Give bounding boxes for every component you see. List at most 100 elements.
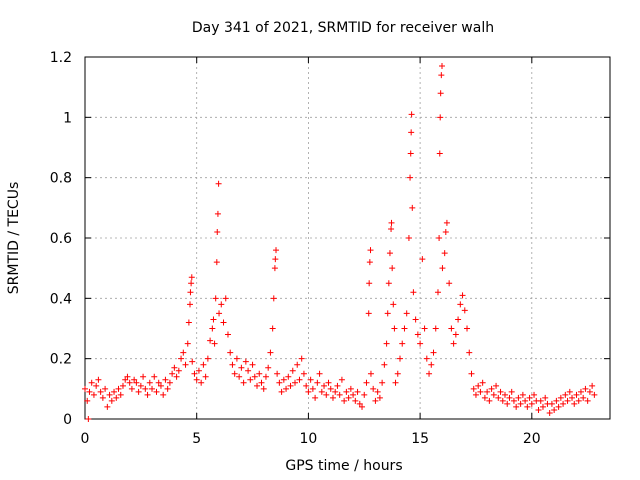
data-point [211, 340, 218, 347]
data-point [359, 403, 366, 410]
data-point [82, 385, 88, 392]
data-point [119, 382, 126, 389]
y-tick-label: 1.2 [50, 50, 72, 66]
data-point [104, 403, 111, 410]
data-point [85, 416, 92, 422]
data-point [312, 394, 319, 401]
data-point [374, 388, 381, 395]
data-point [316, 370, 323, 377]
data-point [117, 391, 124, 398]
data-point [135, 388, 142, 395]
data-point [283, 385, 290, 392]
data-point [287, 382, 294, 389]
data-point [446, 280, 453, 287]
data-point [432, 325, 439, 332]
data-point [298, 355, 305, 362]
data-point [584, 397, 591, 404]
data-point [149, 385, 156, 392]
data-point [189, 358, 196, 365]
data-point [153, 388, 160, 395]
data-point [439, 63, 445, 70]
data-point [412, 316, 419, 323]
data-point [499, 397, 506, 404]
data-point [407, 150, 414, 157]
data-point [557, 394, 564, 401]
data-point [182, 361, 189, 368]
data-point [213, 259, 220, 266]
data-point [265, 364, 272, 371]
data-point [495, 394, 502, 401]
data-point [193, 376, 200, 383]
data-point [195, 367, 202, 374]
data-point [278, 388, 285, 395]
data-point [366, 259, 373, 266]
data-point [392, 379, 399, 386]
data-point [553, 397, 560, 404]
axis-ticks [84, 56, 610, 420]
data-point [502, 391, 508, 398]
data-point [419, 256, 426, 263]
data-point [484, 388, 491, 395]
data-point [133, 379, 140, 386]
data-point [591, 391, 598, 398]
data-point [555, 403, 562, 410]
data-point [573, 391, 580, 398]
data-point [481, 394, 488, 401]
data-point [352, 397, 359, 404]
data-point [191, 370, 198, 377]
data-point [222, 295, 229, 302]
data-point [86, 388, 93, 395]
data-point [334, 382, 341, 389]
data-point [408, 129, 415, 136]
data-point [171, 364, 178, 371]
data-point [580, 394, 587, 401]
data-point [269, 325, 276, 332]
data-point [381, 361, 388, 368]
data-point [519, 391, 526, 398]
data-point [97, 388, 104, 395]
data-point [426, 370, 433, 377]
data-point [497, 388, 504, 395]
data-point [336, 391, 343, 398]
y-tick-label: 0.2 [50, 352, 72, 368]
data-point [224, 331, 231, 338]
data-point [513, 403, 520, 410]
data-point [160, 391, 167, 398]
data-point [506, 394, 513, 401]
data-point [137, 382, 144, 389]
data-point [410, 289, 417, 296]
data-point [571, 400, 578, 407]
x-tick-label: 5 [192, 431, 201, 447]
data-point [212, 295, 219, 302]
data-point [437, 114, 444, 121]
data-point [215, 180, 222, 187]
data-point [229, 361, 236, 368]
data-point [461, 307, 468, 314]
y-tick-label: 0 [63, 412, 72, 428]
data-point [245, 367, 252, 374]
data-point [270, 295, 277, 302]
y-tick-labels: 0 0.2 0.4 0.6 0.8 1 1.2 [50, 50, 72, 428]
data-point [384, 310, 391, 317]
data-point [113, 394, 120, 401]
data-point [539, 403, 546, 410]
data-point [399, 340, 406, 347]
data-point [276, 379, 283, 386]
data-point [548, 400, 555, 407]
data-point [95, 376, 102, 383]
data-point [537, 397, 544, 404]
data-point [204, 355, 211, 362]
data-point [551, 406, 558, 413]
y-tick-label: 0.4 [50, 291, 72, 307]
data-point [452, 331, 459, 338]
data-point [166, 379, 173, 386]
data-point [535, 406, 542, 413]
data-point [437, 90, 444, 97]
data-point [407, 174, 414, 181]
grid [85, 57, 610, 419]
data-point [414, 331, 421, 338]
data-point [379, 379, 386, 386]
data-point [256, 370, 263, 377]
data-point [388, 219, 395, 226]
data-point [466, 349, 473, 356]
